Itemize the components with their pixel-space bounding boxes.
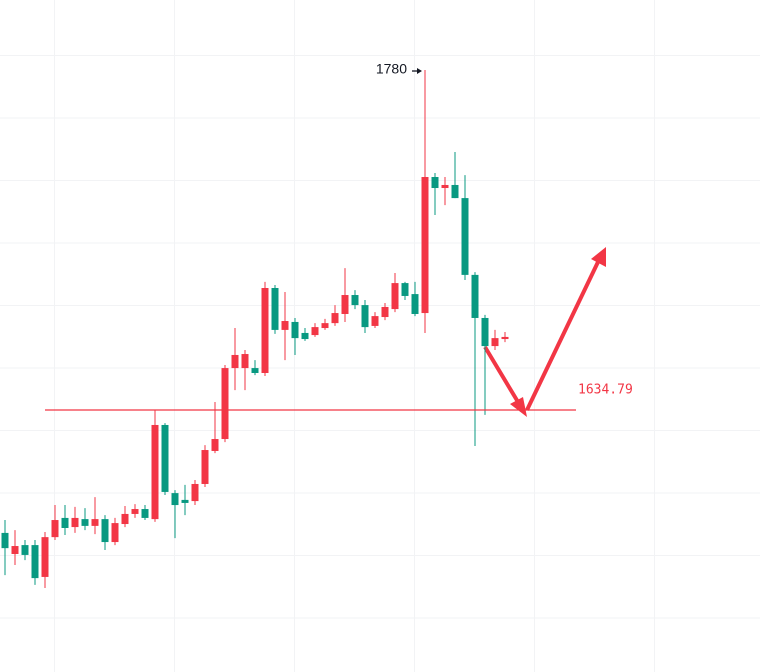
candle-body (121, 513, 129, 525)
drawn-arrows (483, 247, 606, 417)
arrow-down-head (510, 397, 527, 417)
candle-body (261, 288, 269, 373)
candle-body (361, 305, 369, 328)
arrow-down-line (483, 345, 520, 404)
candle-body (371, 316, 379, 326)
candle-body (271, 288, 279, 330)
candle-body (241, 354, 249, 369)
candle-body (451, 184, 459, 199)
candle-body (341, 295, 349, 314)
candle-body (131, 509, 139, 514)
candle-body (91, 519, 99, 526)
candle-body (481, 317, 489, 347)
candle-body (281, 321, 289, 330)
candle-body (231, 354, 239, 369)
candle-body (431, 177, 439, 189)
candle-body (291, 321, 299, 339)
candle-body (381, 306, 389, 318)
candle-body (141, 509, 149, 518)
candle-body (401, 283, 409, 296)
candle-body (61, 517, 69, 528)
candle-body (101, 519, 109, 543)
candle-body (171, 493, 179, 506)
candle-body (321, 323, 329, 329)
candle-body (211, 439, 219, 451)
arrow-up-line (525, 261, 600, 411)
candle-body (311, 327, 319, 336)
high-annotation: 1780 (376, 61, 407, 77)
candle-body (391, 283, 399, 310)
candle-body (41, 537, 49, 577)
candle-body (181, 499, 189, 503)
candle-body (1, 532, 9, 549)
candle-body (491, 338, 499, 347)
candle-body (331, 313, 339, 324)
candle-body (421, 177, 429, 314)
annotation-arrow-head (417, 68, 422, 75)
candle-body (51, 520, 59, 538)
candle-body (441, 184, 449, 189)
candle-body (161, 424, 169, 492)
candle-body (301, 332, 309, 340)
candle-body (21, 545, 29, 555)
candle-body (151, 424, 159, 520)
level-label: 1634.79 (578, 383, 633, 398)
candle-body (221, 368, 229, 440)
candle-body (471, 274, 479, 318)
arrow-up-head (591, 247, 606, 267)
candle-body (351, 295, 359, 306)
candle-body (251, 368, 259, 373)
candle-body (461, 198, 469, 275)
candle-body (31, 545, 39, 579)
candle-body (71, 517, 79, 528)
candle-body (411, 294, 419, 314)
candle-body (201, 450, 209, 484)
candle-body (81, 519, 89, 526)
candle-body (191, 483, 199, 502)
candle-body (501, 336, 509, 340)
candle-body (11, 546, 19, 554)
candle-body (111, 523, 119, 543)
